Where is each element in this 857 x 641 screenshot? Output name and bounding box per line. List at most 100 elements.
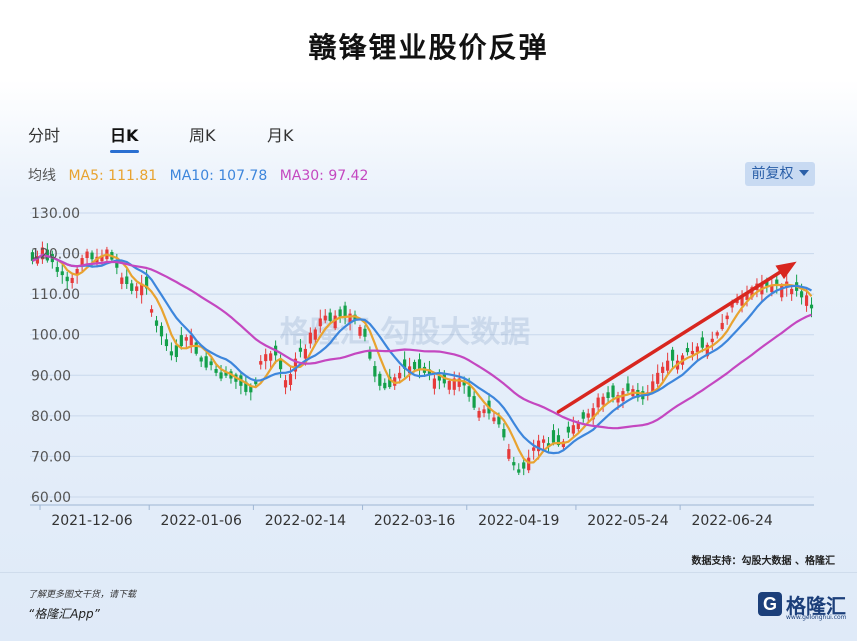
candle-body	[383, 383, 386, 388]
candle-body	[686, 348, 689, 352]
candle-body	[120, 278, 123, 284]
candle-body	[522, 462, 525, 468]
candle-body	[517, 469, 520, 472]
candle-body	[542, 439, 545, 442]
candle-body	[309, 333, 312, 344]
candle-body	[165, 339, 168, 346]
candle-body	[805, 295, 808, 306]
candle-body	[339, 309, 342, 316]
x-tick-label: 2022-06-24	[691, 513, 772, 529]
x-tick-label: 2022-02-14	[265, 513, 346, 529]
y-tick-label: 110.00	[31, 287, 80, 303]
candle-body	[597, 398, 600, 408]
footer-divider	[0, 572, 857, 573]
candle-body	[155, 320, 158, 325]
y-tick-label: 120.00	[31, 247, 80, 263]
footer-note: 了解更多图文干货，请下载	[28, 587, 136, 600]
candle-body	[418, 359, 421, 369]
candle-body	[492, 417, 495, 421]
candle-body	[477, 411, 480, 418]
candle-body	[711, 339, 714, 342]
candle-body	[205, 356, 208, 367]
x-tick-label: 2022-01-06	[161, 513, 242, 529]
candle-body	[567, 427, 570, 433]
x-tick-label: 2022-04-19	[478, 513, 559, 529]
candle-body	[259, 361, 262, 365]
candle-body	[527, 458, 530, 471]
candle-body	[433, 379, 436, 389]
candle-body	[150, 309, 153, 312]
candle-body	[319, 318, 322, 326]
candle-body	[770, 286, 773, 292]
candle-body	[512, 462, 515, 465]
candle-body	[398, 373, 401, 379]
candle-body	[661, 367, 664, 373]
candle-body	[468, 386, 471, 397]
trend-arrow-head	[775, 262, 796, 279]
y-tick-label: 70.00	[31, 449, 71, 465]
candle-body	[195, 342, 198, 353]
watermark-text: 格隆汇 勾股大数据	[280, 315, 530, 350]
candle-body	[314, 329, 317, 339]
x-tick-label: 2022-05-24	[587, 513, 668, 529]
candle-body	[329, 313, 332, 321]
logo-mark-icon: G	[758, 592, 782, 616]
candle-body	[800, 291, 803, 297]
candle-body	[482, 409, 485, 413]
candle-body	[343, 306, 346, 316]
candle-body	[264, 354, 267, 361]
candle-body	[611, 386, 614, 398]
candle-body	[185, 337, 188, 340]
candle-body	[373, 366, 376, 376]
candle-body	[602, 397, 605, 405]
candle-body	[810, 305, 813, 309]
candle-body	[363, 329, 366, 337]
candle-body	[701, 337, 704, 347]
candle-body	[582, 412, 585, 418]
y-tick-label: 80.00	[31, 409, 71, 425]
y-tick-label: 130.00	[31, 206, 80, 222]
candle-body	[726, 316, 729, 319]
candle-body	[502, 429, 505, 437]
candle-body	[175, 345, 178, 357]
candle-body	[358, 327, 361, 336]
candle-body	[572, 425, 575, 433]
y-tick-label: 90.00	[31, 368, 71, 384]
candle-body	[507, 449, 510, 459]
candle-body	[656, 373, 659, 384]
candle-body	[125, 276, 128, 284]
candle-body	[716, 332, 719, 335]
candle-body	[130, 283, 133, 291]
candle-body	[671, 350, 674, 361]
candle-body	[56, 267, 59, 272]
candle-body	[448, 381, 451, 390]
candle-body	[473, 396, 476, 408]
ma5-line	[33, 255, 812, 463]
candle-body	[210, 361, 213, 365]
candle-body	[135, 286, 138, 291]
candle-body	[200, 357, 203, 361]
candle-body	[160, 326, 163, 336]
candle-body	[170, 351, 173, 355]
candle-body	[780, 285, 783, 297]
candle-body	[378, 374, 381, 386]
data-source: 数据支持：勾股大数据 、格隆汇	[692, 552, 835, 567]
candle-body	[304, 349, 307, 359]
candle-body	[289, 374, 292, 385]
x-tick-label: 2022-03-16	[374, 513, 455, 529]
candle-body	[61, 271, 64, 275]
footer-app-name: “格隆汇App”	[28, 605, 100, 622]
candle-body	[284, 380, 287, 387]
y-tick-label: 60.00	[31, 490, 71, 506]
candle-body	[269, 353, 272, 360]
candle-body	[666, 361, 669, 371]
candle-body	[691, 351, 694, 354]
candle-body	[90, 253, 93, 260]
x-tick-label: 2021-12-06	[51, 513, 132, 529]
y-tick-label: 100.00	[31, 328, 80, 344]
candle-body	[219, 372, 222, 378]
candle-body	[587, 413, 590, 417]
candle-body	[606, 392, 609, 398]
